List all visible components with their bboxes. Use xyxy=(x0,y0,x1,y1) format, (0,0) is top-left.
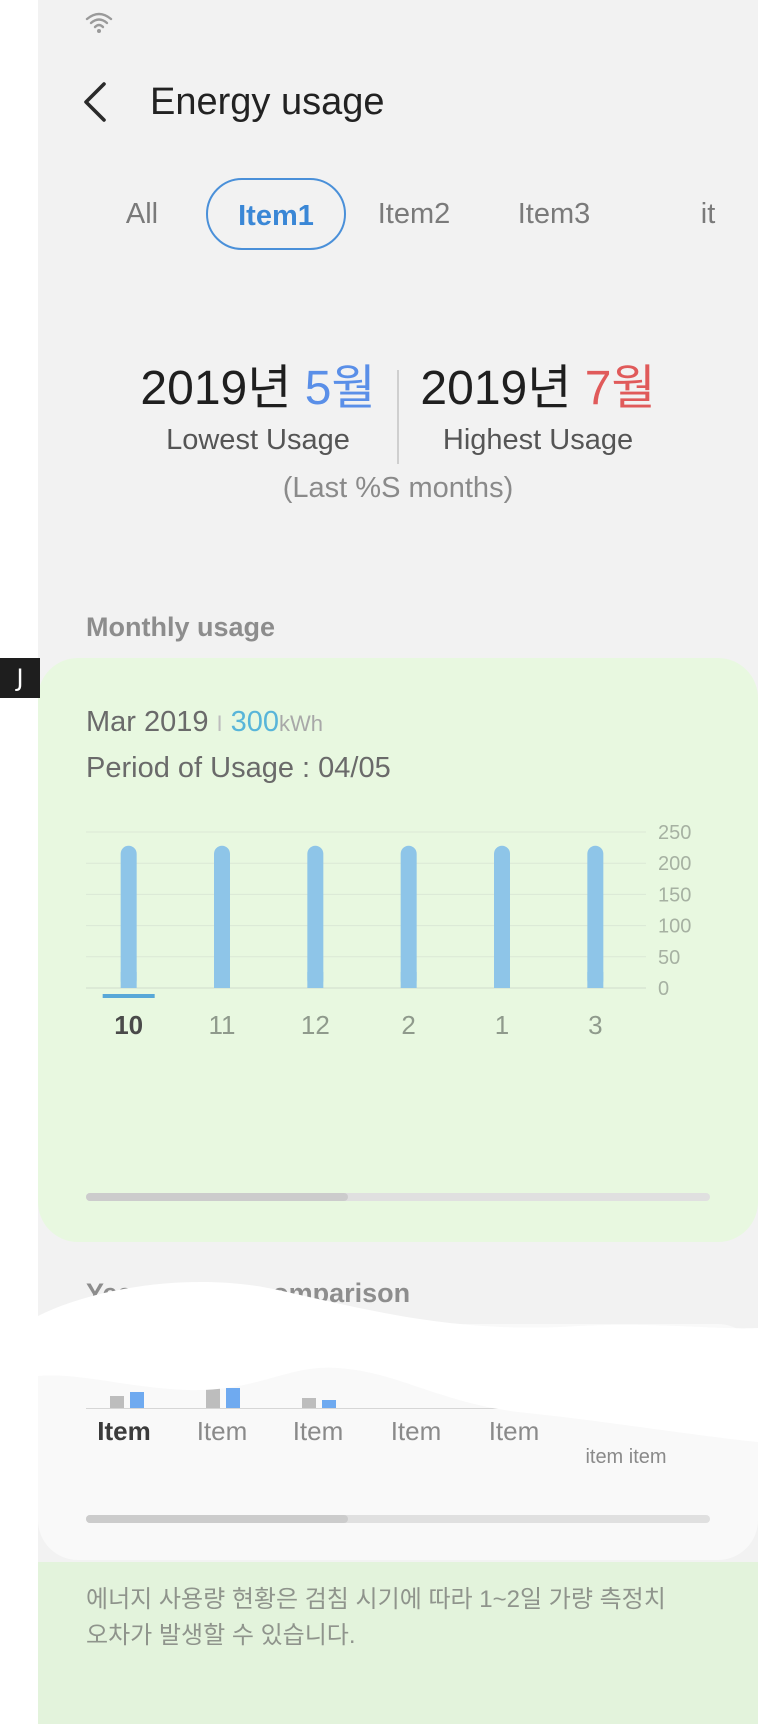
highest-usage-label: Highest Usage xyxy=(442,424,634,456)
summary-divider xyxy=(397,370,399,464)
info-separator: I xyxy=(216,711,223,736)
yoy-scrollbar[interactable] xyxy=(86,1515,710,1523)
footer-line-2: 오차가 발생할 수 있습니다. xyxy=(86,1622,356,1649)
highest-usage: 2019년 7월 Highest Usage xyxy=(398,360,678,460)
section-title-yoy: Year-on-year comparison xyxy=(86,1278,411,1308)
tab-item1[interactable]: Item1 xyxy=(206,178,346,250)
usage-value: 300 xyxy=(230,706,280,738)
left-margin xyxy=(0,0,38,1724)
y-tick-label: 250 xyxy=(658,822,691,844)
wifi-icon xyxy=(85,12,113,33)
selected-month-indicator xyxy=(102,994,155,998)
energy-usage-screen: Energy usage All Item1 Item2 Item3 it 20… xyxy=(38,0,758,1724)
monthly-usage-card: Mar 2019 I 300kWh Period of Usage : 04/05 xyxy=(38,658,758,1242)
monthly-chart-scrollbar[interactable] xyxy=(86,1193,710,1201)
x-tick-label[interactable]: 10 xyxy=(114,1010,143,1040)
bar-month-3[interactable] xyxy=(587,845,604,988)
edge-panel-handle[interactable]: J xyxy=(0,658,40,698)
footer-notice: 에너지 사용량 현황은 검침 시기에 따라 1~2일 가량 측정치 오차가 발생… xyxy=(38,1562,758,1724)
x-tick-label[interactable]: 2 xyxy=(401,1010,415,1040)
bar-base xyxy=(494,972,510,988)
bar-month-11[interactable] xyxy=(214,845,230,988)
bar-month-10[interactable] xyxy=(120,845,137,988)
yoy-item-4[interactable]: Item xyxy=(390,1416,442,1446)
yoy-item-6[interactable]: item item xyxy=(585,1446,667,1468)
lowest-usage-date: 2019년 5월 xyxy=(140,362,376,415)
section-title-monthly: Monthly usage xyxy=(86,612,276,642)
yoy-scroll-thumb[interactable] xyxy=(86,1515,349,1523)
item-filter-tabs: All Item1 Item2 Item3 it xyxy=(38,178,758,252)
lowest-usage: 2019년 5월 Lowest Usage xyxy=(118,360,398,460)
bar-month-2[interactable] xyxy=(400,845,417,988)
x-tick-label[interactable]: 12 xyxy=(301,1010,330,1040)
yoy-item-1[interactable]: Item xyxy=(97,1416,151,1446)
app-bar: Energy usage xyxy=(38,70,758,134)
y-tick-label: 100 xyxy=(658,916,691,938)
y-tick-label: 0 xyxy=(658,978,669,1000)
monthly-usage-chart[interactable]: 250 200 150 100 50 0 10 11 12 2 1 3 xyxy=(86,822,758,1142)
yoy-item-5[interactable]: Item xyxy=(488,1416,540,1446)
bar-base xyxy=(400,972,417,988)
bar-month-12[interactable] xyxy=(307,845,324,988)
highest-usage-date: 2019년 7월 xyxy=(420,362,656,415)
footer-line-1: 에너지 사용량 현황은 검침 시기에 따라 1~2일 가량 측정치 xyxy=(86,1586,666,1613)
x-tick-label[interactable]: 11 xyxy=(209,1010,236,1040)
bar-base xyxy=(214,972,230,988)
footer-notice-text: 에너지 사용량 현황은 검침 시기에 따라 1~2일 가량 측정치 오차가 발생… xyxy=(86,1582,726,1654)
selected-month-info: Mar 2019 I 300kWh xyxy=(86,706,323,739)
x-tick-label[interactable]: 1 xyxy=(495,1010,509,1040)
y-tick-label: 150 xyxy=(658,884,691,906)
tab-all[interactable]: All xyxy=(125,198,159,230)
y-tick-label: 200 xyxy=(658,853,691,875)
bar-base xyxy=(120,972,137,988)
bar-month-1[interactable] xyxy=(494,845,510,988)
usage-unit: kWh xyxy=(279,711,324,736)
page-title: Energy usage xyxy=(150,81,385,123)
back-arrow-icon[interactable] xyxy=(76,80,120,124)
yoy-mini-chart xyxy=(86,1388,706,1409)
x-tick-label[interactable]: 3 xyxy=(588,1010,602,1040)
usage-period: Period of Usage : 04/05 xyxy=(86,752,391,784)
bar-base xyxy=(307,972,324,988)
tab-partial[interactable]: it xyxy=(700,198,716,230)
selected-month: Mar 2019 xyxy=(86,706,209,738)
tab-item3[interactable]: Item3 xyxy=(517,198,591,230)
y-tick-label: 50 xyxy=(658,947,680,969)
monthly-chart-scroll-thumb[interactable] xyxy=(86,1193,349,1201)
lowest-usage-label: Lowest Usage xyxy=(166,424,350,456)
usage-summary: 2019년 5월 Lowest Usage 2019년 7월 Highest U… xyxy=(38,360,758,520)
summary-note: (Last %S months) xyxy=(282,472,514,504)
yoy-item-2[interactable]: Item xyxy=(196,1416,248,1446)
tab-item2[interactable]: Item2 xyxy=(377,198,451,230)
yoy-item-3[interactable]: Item xyxy=(292,1416,344,1446)
bar-base xyxy=(587,972,604,988)
